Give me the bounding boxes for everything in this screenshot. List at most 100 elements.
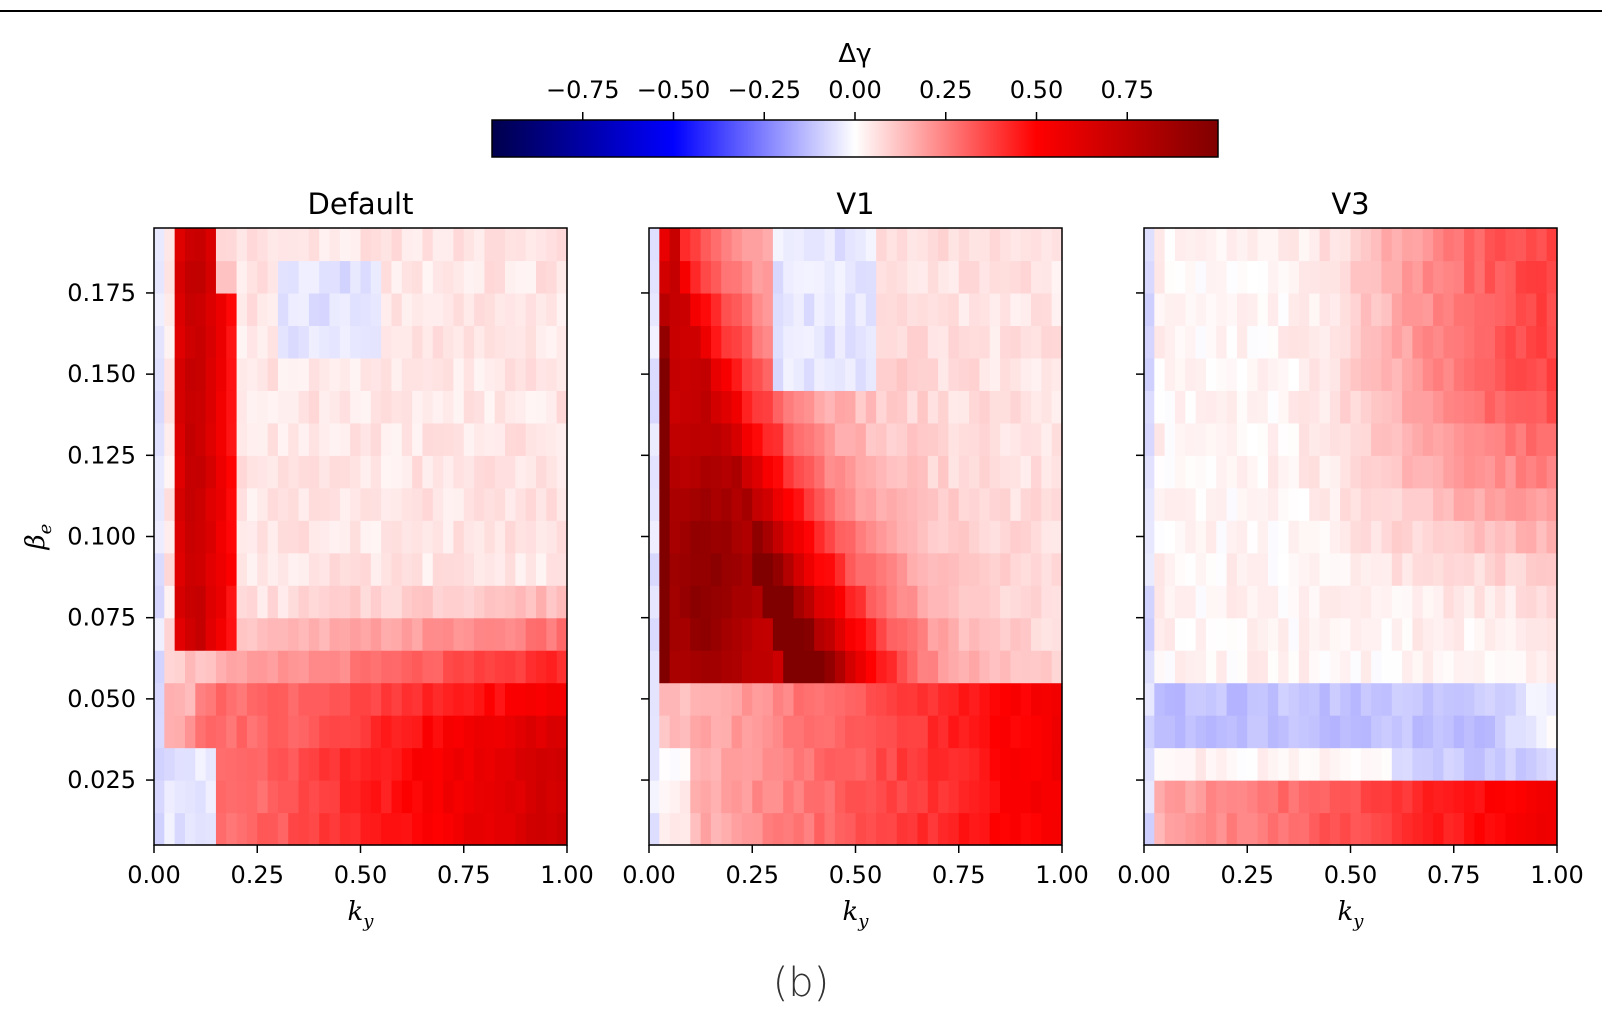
heatmap-cell	[1371, 617, 1383, 651]
heatmap-cell	[401, 455, 413, 489]
heatmap-cell	[1515, 617, 1527, 651]
heatmap-cell	[515, 585, 527, 619]
heatmap-cell	[1329, 228, 1341, 262]
heatmap-cell	[907, 487, 919, 521]
heatmap-cell	[1474, 487, 1486, 521]
heatmap-cell	[1526, 422, 1537, 456]
heatmap-cell	[1526, 617, 1537, 651]
heatmap-cell	[1422, 747, 1434, 781]
heatmap-cell	[1288, 682, 1300, 716]
heatmap-cell	[762, 812, 774, 846]
heatmap-cell	[1319, 780, 1331, 814]
heatmap-cell	[370, 260, 382, 294]
heatmap-cell	[896, 260, 908, 294]
heatmap-cell	[1464, 780, 1475, 814]
heatmap-cell	[690, 260, 702, 294]
heatmap-cell	[443, 455, 455, 489]
heatmap-cell	[814, 487, 826, 521]
heatmap-cell	[401, 228, 413, 262]
heatmap-cell	[1360, 585, 1372, 619]
heatmap-cell	[1433, 260, 1445, 294]
heatmap-cell	[1340, 455, 1352, 489]
heatmap-cell	[546, 520, 558, 554]
heatmap-cell	[1443, 747, 1455, 781]
heatmap-cell	[1495, 715, 1506, 749]
heatmap-cell	[401, 552, 413, 586]
heatmap-cell	[1174, 357, 1186, 391]
heatmap-cell	[515, 617, 527, 651]
heatmap-cell	[257, 357, 269, 391]
heatmap-cell	[432, 228, 444, 262]
heatmap-cell	[1340, 260, 1352, 294]
heatmap-cell	[1164, 520, 1176, 554]
heatmap-cell	[1278, 617, 1290, 651]
heatmap-cell	[277, 682, 289, 716]
heatmap-cell	[277, 260, 289, 294]
heatmap-cell	[494, 617, 506, 651]
heatmap-cell	[391, 357, 403, 391]
heatmap-cell	[339, 780, 351, 814]
heatmap-cell	[1340, 682, 1352, 716]
heatmap-cell	[1031, 617, 1042, 651]
heatmap-cell	[246, 552, 258, 586]
heatmap-cell	[1298, 780, 1310, 814]
heatmap-cell	[474, 325, 485, 359]
heatmap-cell	[700, 487, 712, 521]
heatmap-cell	[1526, 585, 1537, 619]
heatmap-cell	[474, 422, 485, 456]
heatmap-cell	[927, 682, 939, 716]
heatmap-cell	[741, 357, 753, 391]
heatmap-cell	[1247, 228, 1259, 262]
heatmap-cell	[948, 357, 960, 391]
heatmap-cell	[246, 682, 258, 716]
heatmap-cell	[731, 747, 743, 781]
heatmap-cell	[215, 390, 227, 424]
heatmap-cell	[1174, 292, 1186, 327]
heatmap-cell	[845, 552, 857, 586]
heatmap-cell	[731, 228, 743, 262]
heatmap-cell	[679, 650, 691, 684]
heatmap-cell	[236, 650, 248, 684]
heatmap-cell	[1164, 682, 1176, 716]
heatmap-cell	[1433, 650, 1445, 684]
heatmap-cell	[679, 585, 691, 619]
heatmap-cell	[546, 228, 558, 262]
heatmap-cell	[845, 325, 857, 359]
heatmap-cell	[969, 552, 980, 586]
heatmap-cell	[277, 747, 289, 781]
x-tick-label: 0.25	[231, 861, 284, 889]
heatmap-cell	[422, 812, 434, 846]
heatmap-cell	[1257, 780, 1269, 814]
heatmap-cell	[1453, 520, 1465, 554]
heatmap-cell	[824, 585, 836, 619]
heatmap-cell	[350, 812, 362, 846]
x-tick-label: 0.25	[1221, 861, 1274, 889]
heatmap-cell	[1051, 357, 1063, 391]
heatmap-cell	[463, 422, 475, 456]
heatmap-cell	[1505, 715, 1517, 749]
heatmap-cell	[246, 228, 258, 262]
heatmap-cell	[494, 682, 506, 716]
y-tick-label: 0.025	[67, 766, 136, 794]
heatmap-cell	[1412, 747, 1424, 781]
heatmap-cell	[814, 390, 826, 424]
heatmap-cell	[1474, 682, 1486, 716]
heatmap-cell	[865, 422, 877, 456]
heatmap-cell	[865, 228, 877, 262]
heatmap-cell	[226, 780, 238, 814]
heatmap-cell	[989, 682, 1001, 716]
heatmap-cell	[1309, 357, 1321, 391]
heatmap-cell	[659, 552, 671, 586]
heatmap-cell	[1000, 812, 1011, 846]
heatmap-cell	[989, 390, 1001, 424]
heatmap-cell	[257, 780, 269, 814]
heatmap-cell	[710, 617, 722, 651]
heatmap-cell	[1319, 325, 1331, 359]
heatmap-cell	[463, 617, 475, 651]
heatmap-cell	[1267, 292, 1279, 327]
heatmap-cell	[474, 357, 485, 391]
heatmap-cell	[329, 228, 341, 262]
heatmap-cell	[834, 552, 846, 586]
heatmap-cell	[969, 715, 980, 749]
heatmap-cell	[453, 812, 465, 846]
